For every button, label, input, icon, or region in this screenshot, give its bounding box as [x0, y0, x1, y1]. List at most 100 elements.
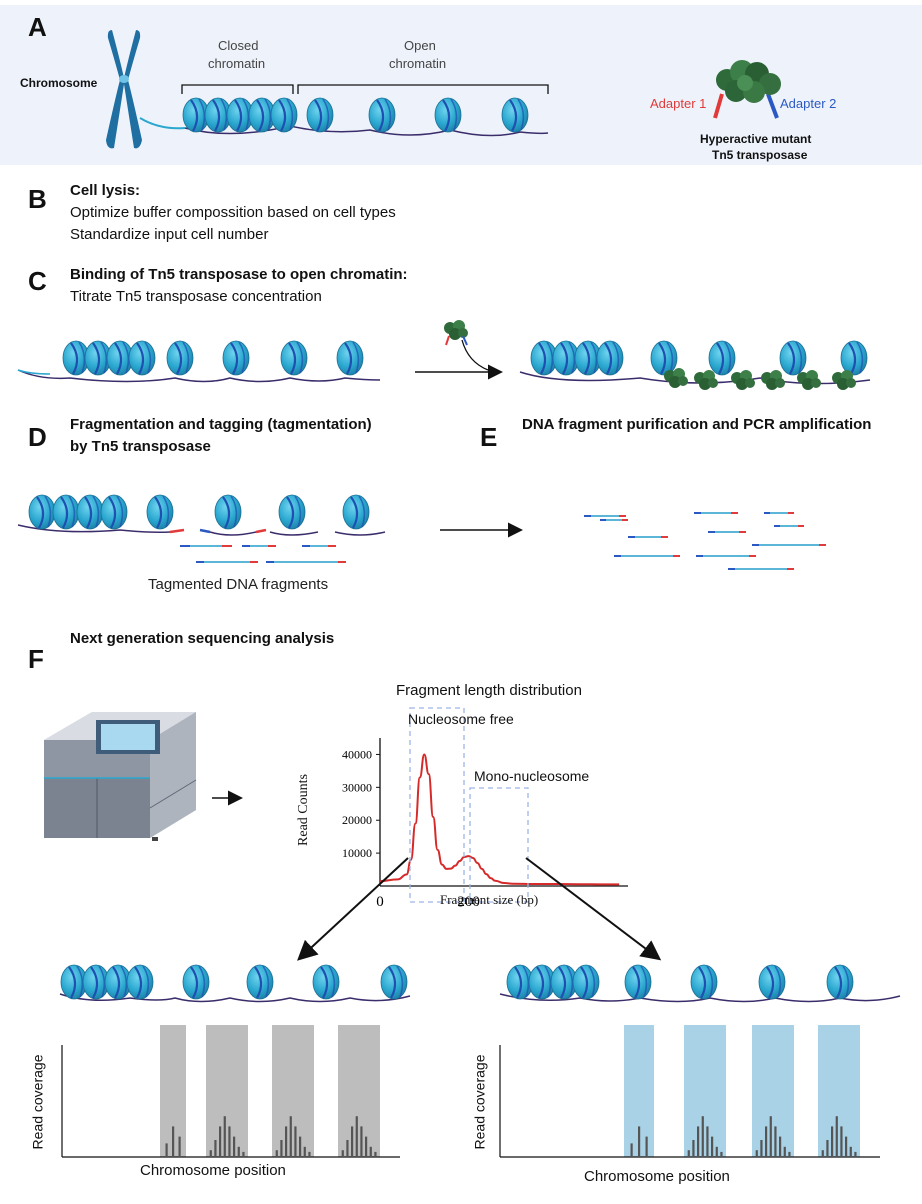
y-tick-label-0: 10000 — [342, 846, 372, 860]
panel-d-fragmented-chromatin — [17, 493, 386, 536]
chart-title: Fragment length distribution — [396, 682, 582, 699]
panel-e-title: DNA fragment purification and PCR amplif… — [522, 416, 872, 433]
open-chromatin-bracket — [297, 84, 549, 94]
left-bars-coverage-bar-3-5 — [365, 1136, 368, 1157]
chromosome-icon — [106, 30, 186, 149]
panel-b-letter: B — [28, 184, 47, 214]
right-bars-coverage-bar-2-5 — [779, 1136, 782, 1157]
panel-a-chromatin — [181, 96, 549, 137]
left-bars-coverage-bar-1-4 — [228, 1126, 231, 1157]
panel-c-chromatin-before — [17, 339, 381, 383]
right-bars-coverage-bar-3-7 — [854, 1151, 857, 1157]
right-bars-coverage-bar-1-6 — [715, 1146, 718, 1157]
panel-d-letter: D — [28, 422, 47, 452]
left-bars-coverage-bar-1-2 — [219, 1126, 222, 1157]
right-bars-coverage-bar-1-2 — [697, 1126, 700, 1157]
right-track-xlabel: Chromosome position — [584, 1168, 730, 1185]
panel-f-title: Next generation sequencing analysis — [70, 630, 335, 647]
closed-chromatin-label-1: Closed — [218, 38, 259, 53]
left-bars-coverage-bar-3-2 — [351, 1126, 354, 1157]
left-track-ylabel: Read coverage — [29, 1054, 46, 1150]
left-bars-coverage-bar-3-6 — [369, 1146, 372, 1157]
chromosome-label: Chromosome — [20, 76, 98, 90]
left-zoom-arrow — [297, 857, 409, 961]
open-chromatin-label-1: Open — [404, 38, 436, 53]
left-bars-coverage-bar-0-1 — [172, 1126, 175, 1157]
y-tick-label-3: 40000 — [342, 747, 372, 761]
right-bars-coverage-bar-3-3 — [835, 1116, 838, 1157]
panel-e-amplified-fragments — [584, 512, 826, 570]
right-bars-coverage-bar-1-1 — [692, 1140, 695, 1157]
panel-c-line-1: Titrate Tn5 transposase concentration — [70, 288, 322, 305]
right-bars-coverage-bar-3-6 — [849, 1146, 852, 1157]
right-bars-coverage-bar-2-2 — [765, 1126, 768, 1157]
panel-c-arrow — [415, 320, 503, 380]
panel-c-chromatin-after — [519, 339, 871, 390]
right-bars-coverage-bar-1-7 — [720, 1151, 723, 1157]
right-bars-coverage-bar-1-3 — [701, 1116, 704, 1157]
left-track — [59, 963, 411, 1158]
x-tick-label-0: 0 — [376, 894, 384, 910]
right-bars-coverage-bar-1-0 — [687, 1150, 690, 1157]
left-bars-coverage-bar-2-3 — [289, 1116, 292, 1157]
right-bars-coverage-bar-0-2 — [645, 1136, 648, 1157]
mono-nucleosome-label: Mono-nucleosome — [474, 768, 590, 784]
left-bars-coverage-bar-0-0 — [165, 1143, 168, 1157]
left-bars-coverage-bar-3-7 — [374, 1151, 377, 1157]
right-bars-coverage-bar-2-6 — [783, 1146, 786, 1157]
left-bars-coverage-bar-3-0 — [341, 1150, 344, 1157]
right-bars-coverage-bar-1-4 — [706, 1126, 709, 1157]
right-bars-coverage-bar-3-2 — [831, 1126, 834, 1157]
y-tick-label-2: 30000 — [342, 780, 372, 794]
y-tick-label-1: 20000 — [342, 813, 372, 827]
right-bars-coverage-bar-2-7 — [788, 1151, 791, 1157]
right-track — [499, 963, 901, 1158]
left-bars-coverage-bar-1-3 — [223, 1116, 226, 1157]
panel-d-title-1: Fragmentation and tagging (tagmentation) — [70, 416, 372, 433]
tagmented-fragments-label: Tagmented DNA fragments — [148, 576, 329, 593]
fragment-length-chart: 10000 20000 30000 40000 0 200 — [342, 707, 628, 910]
right-bars-coverage-bar-3-5 — [845, 1136, 848, 1157]
tn5-transposase-icon — [713, 60, 781, 119]
closed-chromatin-bracket — [181, 84, 294, 94]
panel-d-fragments — [180, 545, 346, 563]
open-chromatin-label-2: chromatin — [389, 56, 447, 71]
sequencer-icon — [44, 712, 197, 841]
right-bars-coverage-bar-0-1 — [638, 1126, 641, 1157]
adapter-1-label: Adapter 1 — [650, 96, 707, 111]
tn5-label-2: Tn5 transposase — [712, 148, 808, 162]
nucleosome-free-box — [409, 707, 465, 903]
panel-f-letter: F — [28, 644, 44, 674]
left-bars-coverage-bar-2-7 — [308, 1151, 311, 1157]
left-bars-coverage-bar-1-7 — [242, 1151, 245, 1157]
mono-nucleosome-box — [469, 787, 529, 903]
left-bars-coverage-bar-1-1 — [214, 1140, 217, 1157]
left-bars-coverage-bar-2-6 — [303, 1146, 306, 1157]
left-bars-coverage-bar-1-6 — [237, 1146, 240, 1157]
tn5-label-1: Hyperactive mutant — [700, 132, 812, 146]
right-track-ylabel: Read coverage — [471, 1054, 488, 1150]
panel-b-line-1: Optimize buffer compossition based on ce… — [70, 204, 396, 221]
right-bars-coverage-bar-2-4 — [774, 1126, 777, 1157]
nucleosome-free-label: Nucleosome free — [408, 711, 514, 727]
right-bars-coverage-bar-3-4 — [840, 1126, 843, 1157]
left-bars-coverage-bar-1-0 — [209, 1150, 212, 1157]
right-bars-coverage-bar-2-0 — [755, 1150, 758, 1157]
panel-c-letter: C — [28, 266, 47, 296]
left-bars-coverage-bar-0-2 — [178, 1136, 181, 1157]
panel-b-title: Cell lysis: — [70, 182, 141, 199]
left-bars-coverage-bar-2-1 — [280, 1140, 283, 1157]
left-bars-coverage-bar-2-4 — [294, 1126, 297, 1157]
right-bars-coverage-bar-0-0 — [630, 1143, 633, 1157]
series-line-0 — [379, 753, 620, 886]
panel-b-line-2: Standardize input cell number — [70, 226, 269, 243]
left-bars-coverage-bar-3-4 — [360, 1126, 363, 1157]
right-zoom-arrow — [525, 857, 662, 961]
closed-chromatin-label-2: chromatin — [208, 56, 266, 71]
left-bars-coverage-bar-2-0 — [275, 1150, 278, 1157]
left-bars-coverage-bar-2-5 — [299, 1136, 302, 1157]
right-bars-coverage-bar-2-3 — [769, 1116, 772, 1157]
x-tick-label-1: 200 — [457, 894, 480, 910]
right-bars-coverage-bar-1-5 — [711, 1136, 714, 1157]
